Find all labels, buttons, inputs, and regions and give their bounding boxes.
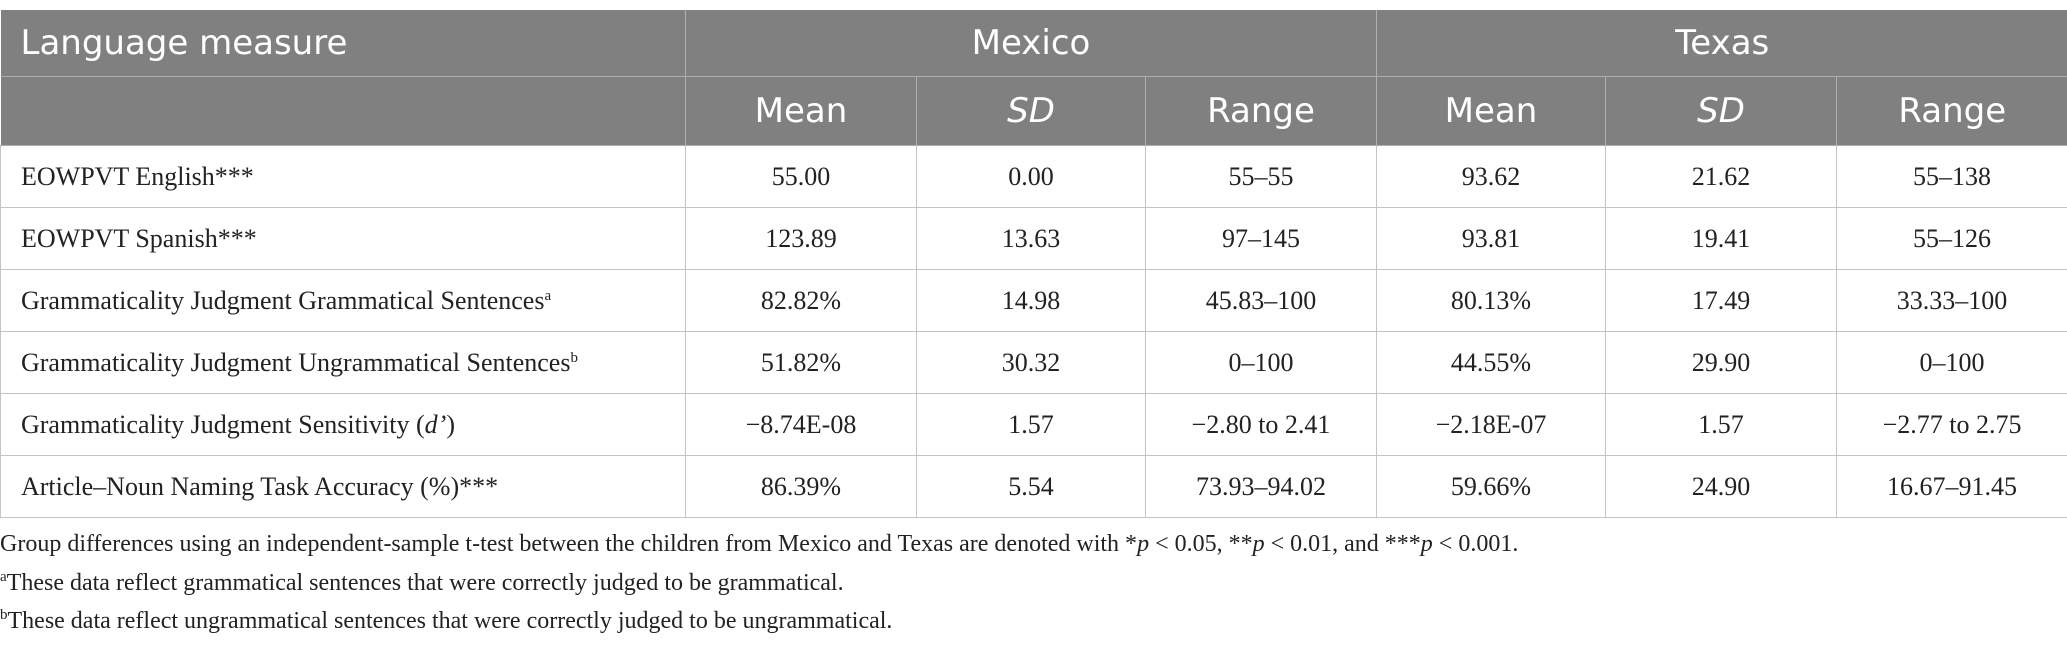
column-header: SD (916, 76, 1146, 146)
group-header: Texas (1375, 10, 2067, 77)
cell: 1.57 (916, 393, 1146, 456)
cell: 93.81 (1376, 207, 1606, 270)
measure-header: Language measure (0, 10, 686, 77)
cell: 0.00 (916, 145, 1146, 208)
table-body: EOWPVT English*** 55.00 0.00 55–55 93.62 21.6… (0, 145, 2067, 518)
cell: 55–126 (1835, 207, 2067, 270)
table-header: Language measure Mexico Texas Mean SD Range Me… (0, 10, 2067, 146)
superscript: a (0, 568, 7, 585)
cell: −2.18E-07 (1376, 393, 1606, 456)
table-wrap: Language measure Mexico Texas Mean SD Range Me… (0, 10, 2067, 518)
row-label: Grammaticality Judgment Ungrammatical Se… (0, 331, 686, 394)
cell: 0–100 (1835, 331, 2067, 394)
cell: 33.33–100 (1835, 269, 2067, 332)
row-label: Article–Noun Naming Task Accuracy (%)*** (0, 455, 686, 518)
cell: 29.90 (1605, 331, 1837, 394)
header-row: Language measure Mexico Texas (0, 10, 2067, 77)
data-table: Language measure Mexico Texas Mean SD Range Me… (0, 10, 2067, 518)
cell: 5.54 (916, 455, 1146, 518)
cell: 16.67–91.45 (1835, 455, 2067, 518)
empty-header (0, 76, 686, 146)
text-segment: p (1252, 531, 1265, 557)
text-segment: Group differences using an independent-s… (0, 531, 1138, 557)
footnote: bThese data reflect ungrammatical senten… (0, 605, 2067, 644)
column-header: Range (1145, 76, 1377, 146)
cell: 1.57 (1605, 393, 1837, 456)
row-label: EOWPVT Spanish*** (0, 207, 686, 270)
row-label: Grammaticality Judgment Grammatical Sent… (0, 269, 686, 332)
header-row: Mean SD Range Mean SD Range (0, 76, 2067, 146)
group-header: Mexico (685, 10, 1377, 77)
cell: 55.00 (685, 145, 917, 208)
cell: 97–145 (1145, 207, 1377, 270)
footnotes: Group differences using an independent-s… (0, 528, 2067, 644)
cell: 14.98 (916, 269, 1146, 332)
text-segment: Article–Noun Naming Task Accuracy (%)*** (21, 471, 499, 501)
table-row: Grammaticality Judgment Sensitivity (d’)… (0, 393, 2067, 456)
column-header: Range (1835, 76, 2067, 146)
cell: 80.13% (1376, 269, 1606, 332)
text-segment: < 0.01, and *** (1264, 531, 1421, 557)
cell: 24.90 (1605, 455, 1837, 518)
table-row: EOWPVT English*** 55.00 0.00 55–55 93.62 21.6… (0, 145, 2067, 208)
cell: 45.83–100 (1145, 269, 1377, 332)
text-segment: d’ (424, 409, 447, 439)
text-segment: EOWPVT English*** (21, 161, 254, 191)
text-segment: These data reflect grammatical sentences… (6, 569, 844, 596)
cell: 17.49 (1605, 269, 1837, 332)
table-row: Article–Noun Naming Task Accuracy (%)***… (0, 455, 2067, 518)
cell: 30.32 (916, 331, 1146, 394)
cell: 21.62 (1605, 145, 1837, 208)
text-segment: < 0.05, ** (1149, 531, 1253, 557)
cell: 73.93–94.02 (1145, 455, 1377, 518)
row-label: EOWPVT English*** (0, 145, 686, 208)
footnote: aThese data reflect grammatical sentence… (0, 567, 2067, 606)
cell: 44.55% (1376, 331, 1606, 394)
superscript: b (570, 349, 578, 366)
text-segment: Grammaticality Judgment Grammatical Sent… (21, 285, 545, 315)
cell: −2.77 to 2.75 (1835, 393, 2067, 456)
table-row: Grammaticality Judgment Ungrammatical Se… (0, 331, 2067, 394)
superscript: a (544, 287, 552, 304)
column-header: SD (1605, 76, 1837, 146)
cell: 93.62 (1376, 145, 1606, 208)
footnote: Group differences using an independent-s… (0, 528, 2067, 567)
column-header: Mean (1376, 76, 1606, 146)
cell: 55–55 (1145, 145, 1377, 208)
cell: 55–138 (1835, 145, 2067, 208)
text-segment: These data reflect ungrammatical sentenc… (7, 608, 893, 634)
cell: −8.74E-08 (685, 393, 917, 456)
cell: −2.80 to 2.41 (1145, 393, 1377, 456)
table-row: EOWPVT Spanish*** 123.89 13.63 97–145 93.81 1… (0, 207, 2067, 270)
text-segment: Grammaticality Judgment Sensitivity ( (21, 409, 425, 439)
table-row: Grammaticality Judgment Grammatical Sent… (0, 269, 2067, 332)
cell: 51.82% (685, 331, 917, 394)
text-segment: ) (446, 409, 456, 439)
cell: 86.39% (685, 455, 917, 518)
cell: 59.66% (1376, 455, 1606, 518)
cell: 0–100 (1145, 331, 1377, 394)
text-segment: p (1420, 531, 1433, 557)
row-label: Grammaticality Judgment Sensitivity (d’) (0, 393, 686, 456)
text-segment: p (1137, 531, 1150, 557)
cell: 13.63 (916, 207, 1146, 270)
superscript: b (0, 607, 8, 623)
text-segment: < 0.001. (1432, 531, 1519, 557)
text-segment: EOWPVT Spanish*** (21, 223, 257, 253)
text-segment: Grammaticality Judgment Ungrammatical Se… (21, 347, 571, 377)
cell: 82.82% (685, 269, 917, 332)
column-header: Mean (685, 76, 917, 146)
cell: 123.89 (685, 207, 917, 270)
cell: 19.41 (1605, 207, 1837, 270)
